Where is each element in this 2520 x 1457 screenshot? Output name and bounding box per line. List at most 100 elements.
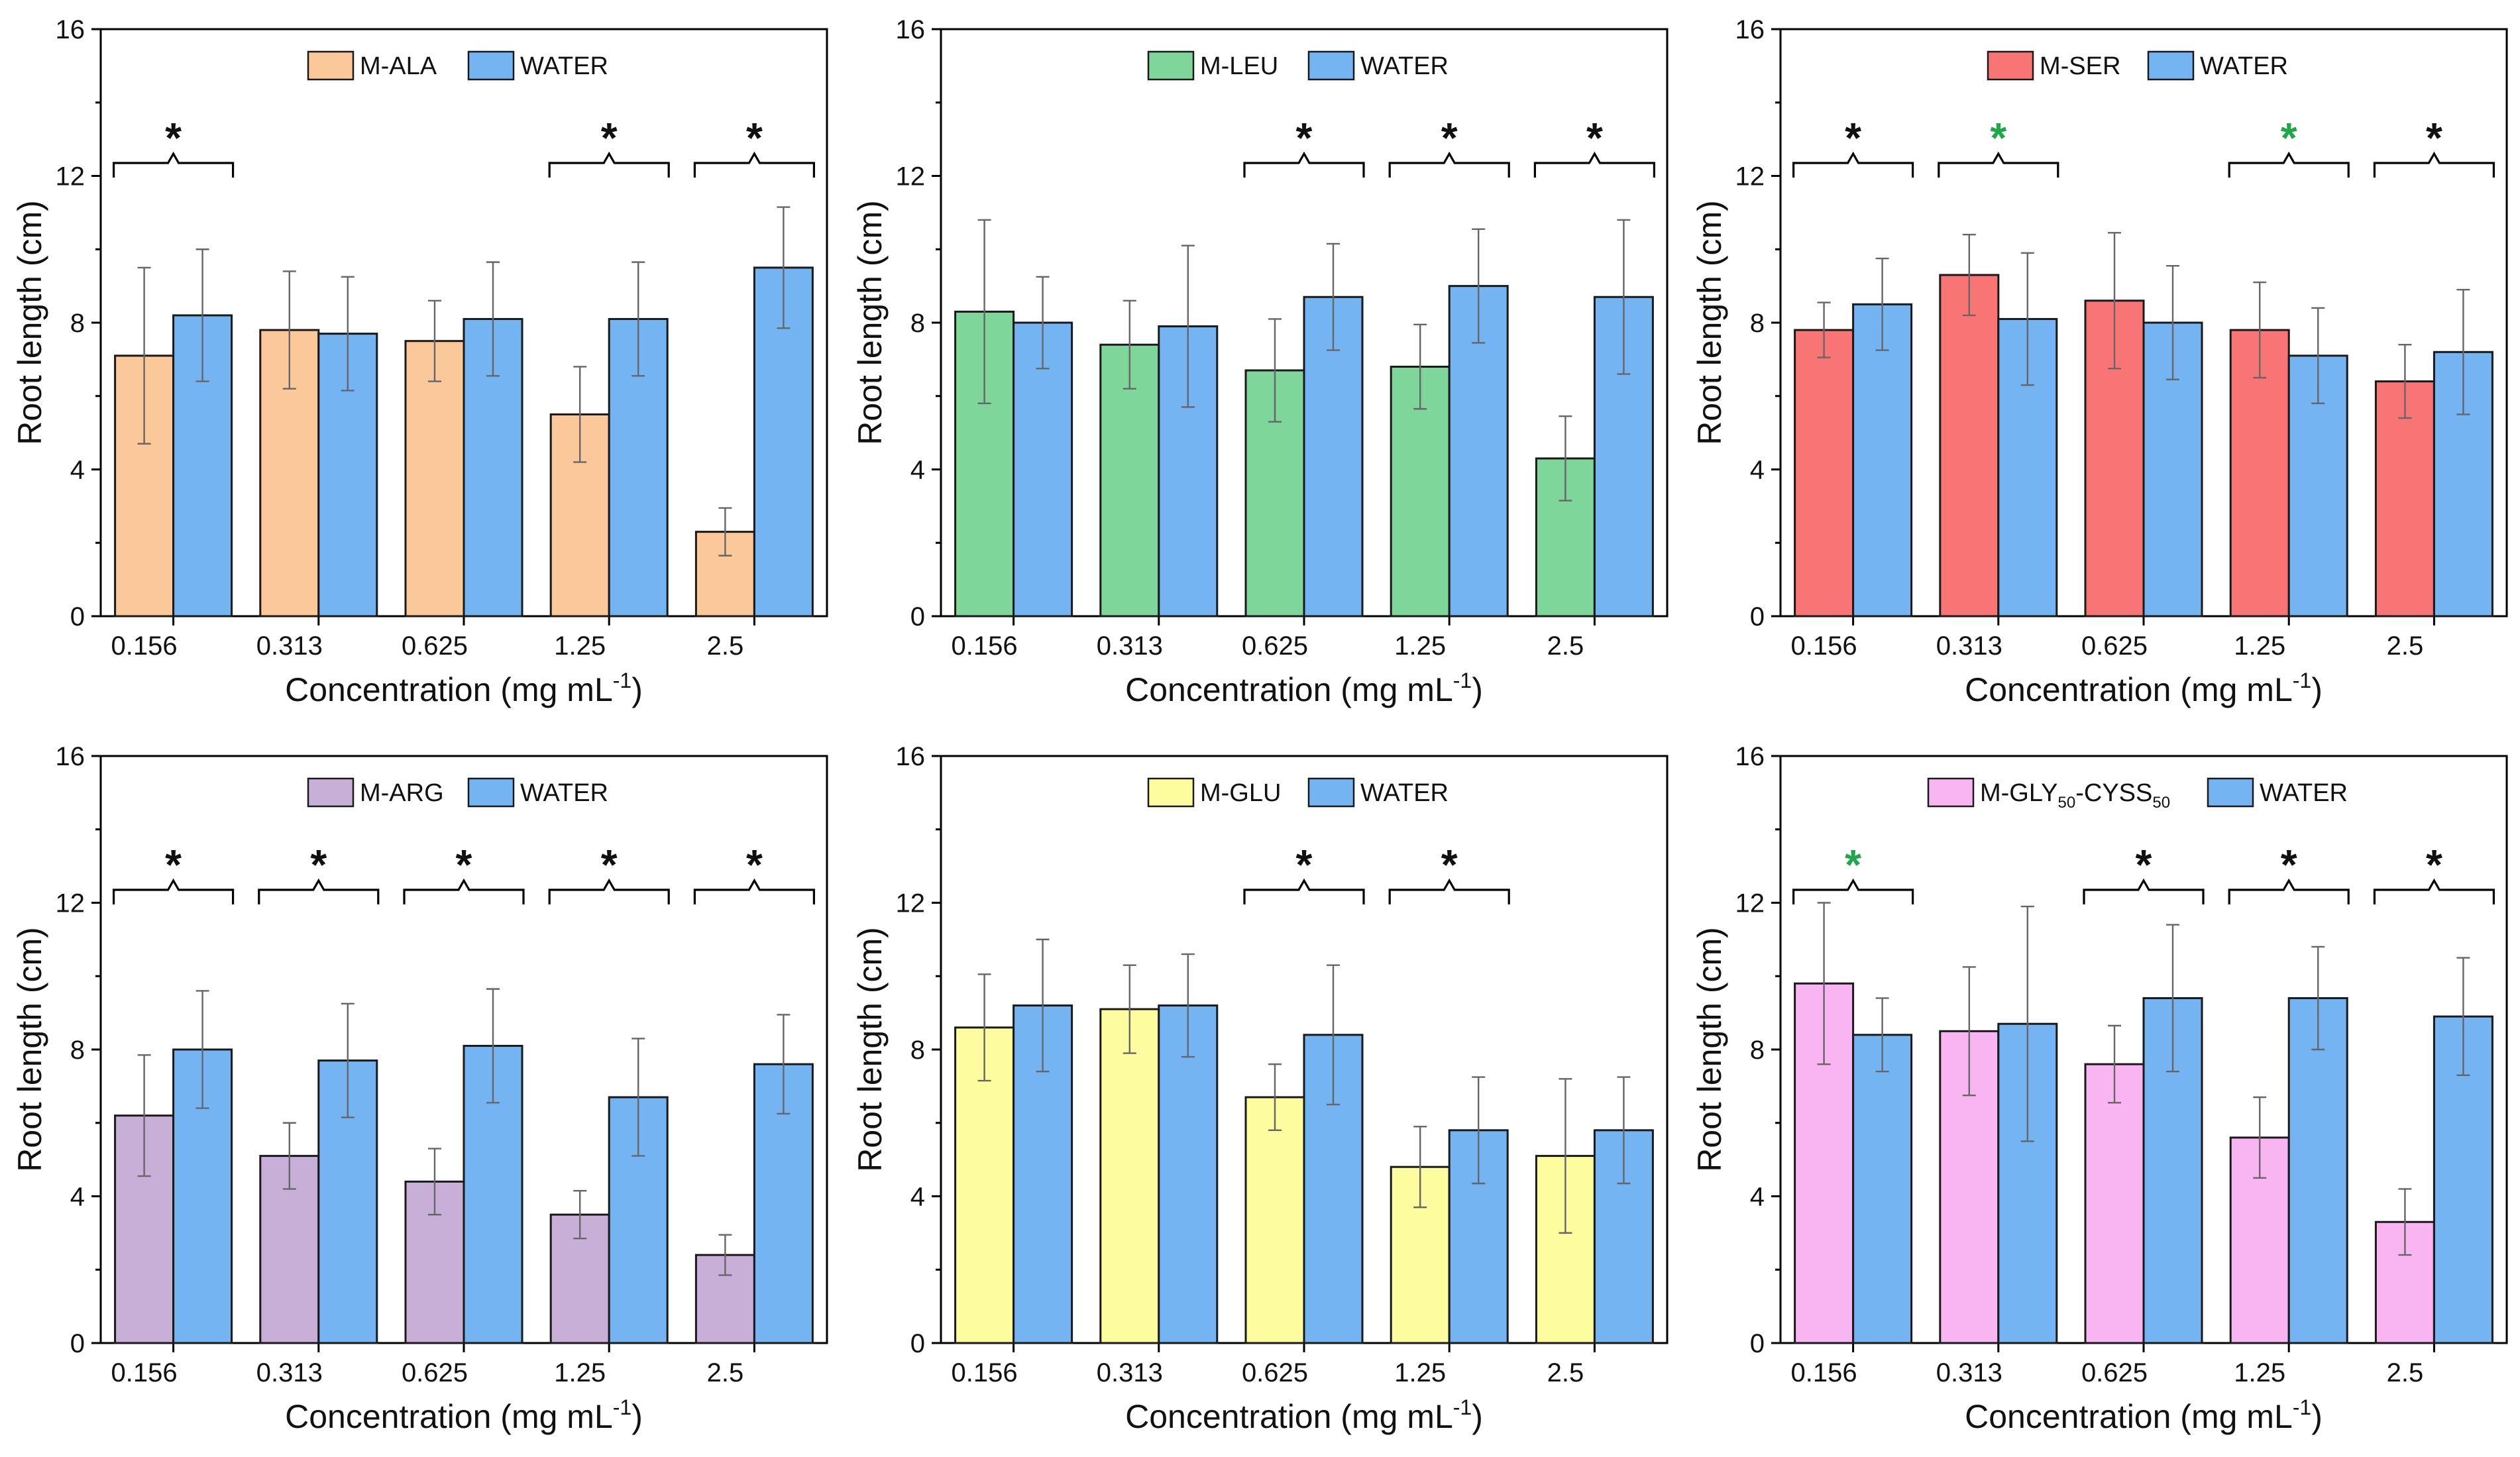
error-bar xyxy=(2253,281,2267,379)
error-bar xyxy=(1472,228,1486,344)
error-bar xyxy=(1617,219,1631,375)
error-bar xyxy=(631,1038,645,1157)
significance-star: * xyxy=(1845,841,1861,889)
bar-treatment xyxy=(954,310,1015,618)
y-tick-label: 12 xyxy=(1735,889,1765,918)
y-tick-label: 16 xyxy=(1735,742,1765,771)
y-tick-label: 16 xyxy=(1735,15,1765,44)
x-tick-label: 0.156 xyxy=(111,1358,178,1387)
error-bar xyxy=(1413,1126,1427,1209)
x-tick-label: 0.313 xyxy=(1097,631,1163,661)
significance-brace xyxy=(258,878,380,904)
x-tick-label: 1.25 xyxy=(2234,631,2285,661)
significance-star: * xyxy=(1990,114,2006,162)
x-tick-label: 1.25 xyxy=(2234,1358,2285,1387)
error-bar xyxy=(1817,301,1831,358)
x-axis-title: Concentration (mg mL-1) xyxy=(1965,1395,2323,1435)
significance-brace xyxy=(693,878,815,904)
significance-brace xyxy=(2228,151,2350,178)
x-tick-label: 1.25 xyxy=(554,1358,606,1387)
error-bar xyxy=(631,261,645,377)
significance-brace xyxy=(1388,151,1510,178)
significance-brace xyxy=(2228,878,2350,904)
x-tick-label: 0.625 xyxy=(2081,1358,2148,1387)
legend-label: M-ALA xyxy=(360,52,437,80)
error-bar xyxy=(428,299,441,382)
error-bar xyxy=(777,1014,791,1115)
x-tick-label: 0.156 xyxy=(1791,631,1857,661)
error-bar xyxy=(282,270,296,390)
legend-label: WATER xyxy=(1360,52,1449,80)
significance-brace xyxy=(1792,151,1914,178)
error-bar xyxy=(2108,1024,2121,1104)
bar-treatment xyxy=(2374,380,2435,618)
y-tick-label: 8 xyxy=(910,309,925,338)
bar-water xyxy=(1852,303,1913,618)
error-bar xyxy=(2020,252,2034,386)
legend-label: M-LEU xyxy=(1200,52,1278,80)
error-bar xyxy=(341,276,355,392)
legend-swatch xyxy=(1147,50,1195,81)
error-bar xyxy=(1181,953,1195,1058)
x-tick-label: 2.5 xyxy=(2387,631,2424,661)
significance-star: * xyxy=(2426,114,2442,162)
error-bar xyxy=(2456,957,2470,1076)
y-tick-label: 16 xyxy=(56,742,85,771)
x-tick-label: 0.313 xyxy=(256,631,323,661)
x-tick-label: 1.25 xyxy=(1394,1358,1446,1387)
legend-swatch xyxy=(1147,777,1195,808)
error-bar xyxy=(1181,244,1195,408)
x-axis-title: Concentration (mg mL-1) xyxy=(1965,669,2323,708)
error-bar xyxy=(486,988,500,1104)
error-bar xyxy=(2166,924,2179,1073)
significance-star: * xyxy=(601,841,618,889)
y-tick-label: 0 xyxy=(1750,1329,1765,1358)
bar-water xyxy=(1158,1004,1219,1344)
y-tick-label: 0 xyxy=(910,602,925,631)
x-tick-label: 0.313 xyxy=(1936,1358,2002,1387)
x-tick-label: 0.156 xyxy=(1791,1358,1857,1387)
legend-label: M-GLU xyxy=(1200,779,1281,807)
y-tick-label: 0 xyxy=(1750,602,1765,631)
error-bar xyxy=(1413,323,1427,410)
legend-swatch xyxy=(1927,777,1975,808)
significance-brace xyxy=(113,151,235,178)
legend-label: WATER xyxy=(2200,52,2288,80)
significance-star: * xyxy=(746,114,763,162)
y-tick-label: 8 xyxy=(1750,1036,1765,1065)
x-tick-label: 2.5 xyxy=(1547,1358,1584,1387)
y-tick-label: 12 xyxy=(1735,162,1765,191)
error-bar xyxy=(1617,1076,1631,1185)
legend-swatch xyxy=(2207,777,2254,808)
error-bar xyxy=(1123,964,1136,1054)
x-axis-title: Concentration (mg mL-1) xyxy=(1125,669,1483,708)
legend-label: WATER xyxy=(2260,779,2348,807)
significance-star: * xyxy=(165,841,182,889)
significance-brace xyxy=(548,878,670,904)
bar-treatment xyxy=(404,340,465,618)
x-tick-label: 0.625 xyxy=(2081,631,2148,661)
significance-star: * xyxy=(1296,841,1313,889)
y-tick-label: 8 xyxy=(1750,309,1765,338)
error-bar xyxy=(1472,1076,1486,1185)
legend-label: WATER xyxy=(1360,779,1449,807)
legend-swatch xyxy=(1987,50,2034,81)
x-tick-label: 2.5 xyxy=(1547,631,1584,661)
y-tick-label: 0 xyxy=(70,602,85,631)
significance-brace xyxy=(1792,878,1914,904)
x-tick-label: 0.156 xyxy=(952,631,1018,661)
y-tick-label: 8 xyxy=(910,1036,925,1065)
significance-star: * xyxy=(2426,841,2442,889)
legend-swatch xyxy=(1307,50,1355,81)
error-bar xyxy=(1036,938,1050,1073)
y-tick-label: 12 xyxy=(896,889,926,918)
y-tick-label: 4 xyxy=(1750,1183,1765,1212)
error-bar xyxy=(1559,1078,1572,1234)
significance-brace xyxy=(2373,878,2495,904)
chart-m-gly-cyss: 0 4 8 12 16 Root length (cm) 0.156 0.313 0.625 1.… xyxy=(1691,742,2508,1435)
y-tick-label: 4 xyxy=(910,456,925,485)
panel-m-glu: 0 4 8 12 16 Root length (cm) 0.156 0.313 0.625 1.… xyxy=(840,727,1680,1454)
significance-star: * xyxy=(1586,114,1603,162)
bar-treatment xyxy=(1244,1096,1305,1344)
legend: M-SER WATER xyxy=(1987,50,2288,81)
